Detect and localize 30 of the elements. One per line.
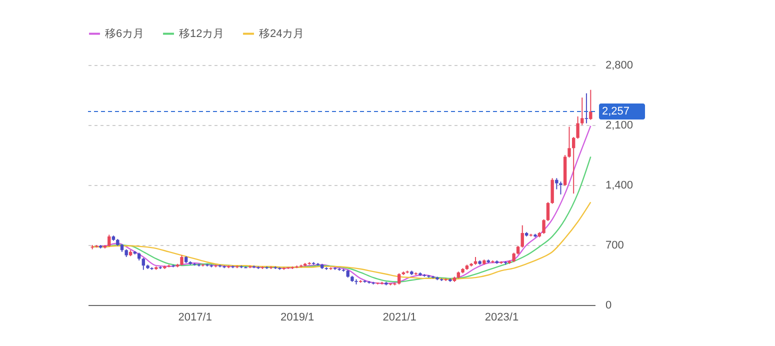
x-tick-label: 2023/1: [484, 312, 519, 324]
candlestick: [559, 181, 562, 195]
candlestick: [572, 136, 576, 194]
candlestick: [142, 257, 146, 270]
candlestick: [580, 97, 584, 126]
candlestick: [180, 254, 184, 266]
legend-label: 移12カ月: [179, 28, 224, 40]
line-series: [92, 202, 592, 280]
candlestick: [576, 116, 580, 140]
candlestick: [589, 89, 592, 120]
candlestick: [550, 178, 554, 204]
candlestick: [546, 202, 550, 222]
y-tick-label: 700: [606, 240, 624, 252]
candlestick: [397, 272, 401, 285]
y-tick-label: 0: [606, 300, 612, 312]
ref-line-label: 2,257: [602, 106, 630, 118]
y-tick-label: 1,400: [606, 180, 634, 192]
x-tick-label: 2017/1: [178, 312, 212, 324]
candlestick: [108, 234, 111, 248]
x-tick-label: 2021/1: [382, 312, 416, 324]
candlestick: [568, 126, 571, 158]
legend-label: 移24カ月: [259, 28, 304, 40]
y-tick-label: 2,100: [606, 120, 634, 132]
candlestick: [512, 252, 516, 263]
y-tick-label: 2,800: [606, 60, 634, 72]
candlestick: [584, 92, 588, 124]
x-tick-label: 2019/1: [280, 312, 314, 324]
candlestick: [542, 218, 546, 234]
legend-label: 移6カ月: [105, 28, 144, 40]
candlestick: [520, 224, 524, 248]
